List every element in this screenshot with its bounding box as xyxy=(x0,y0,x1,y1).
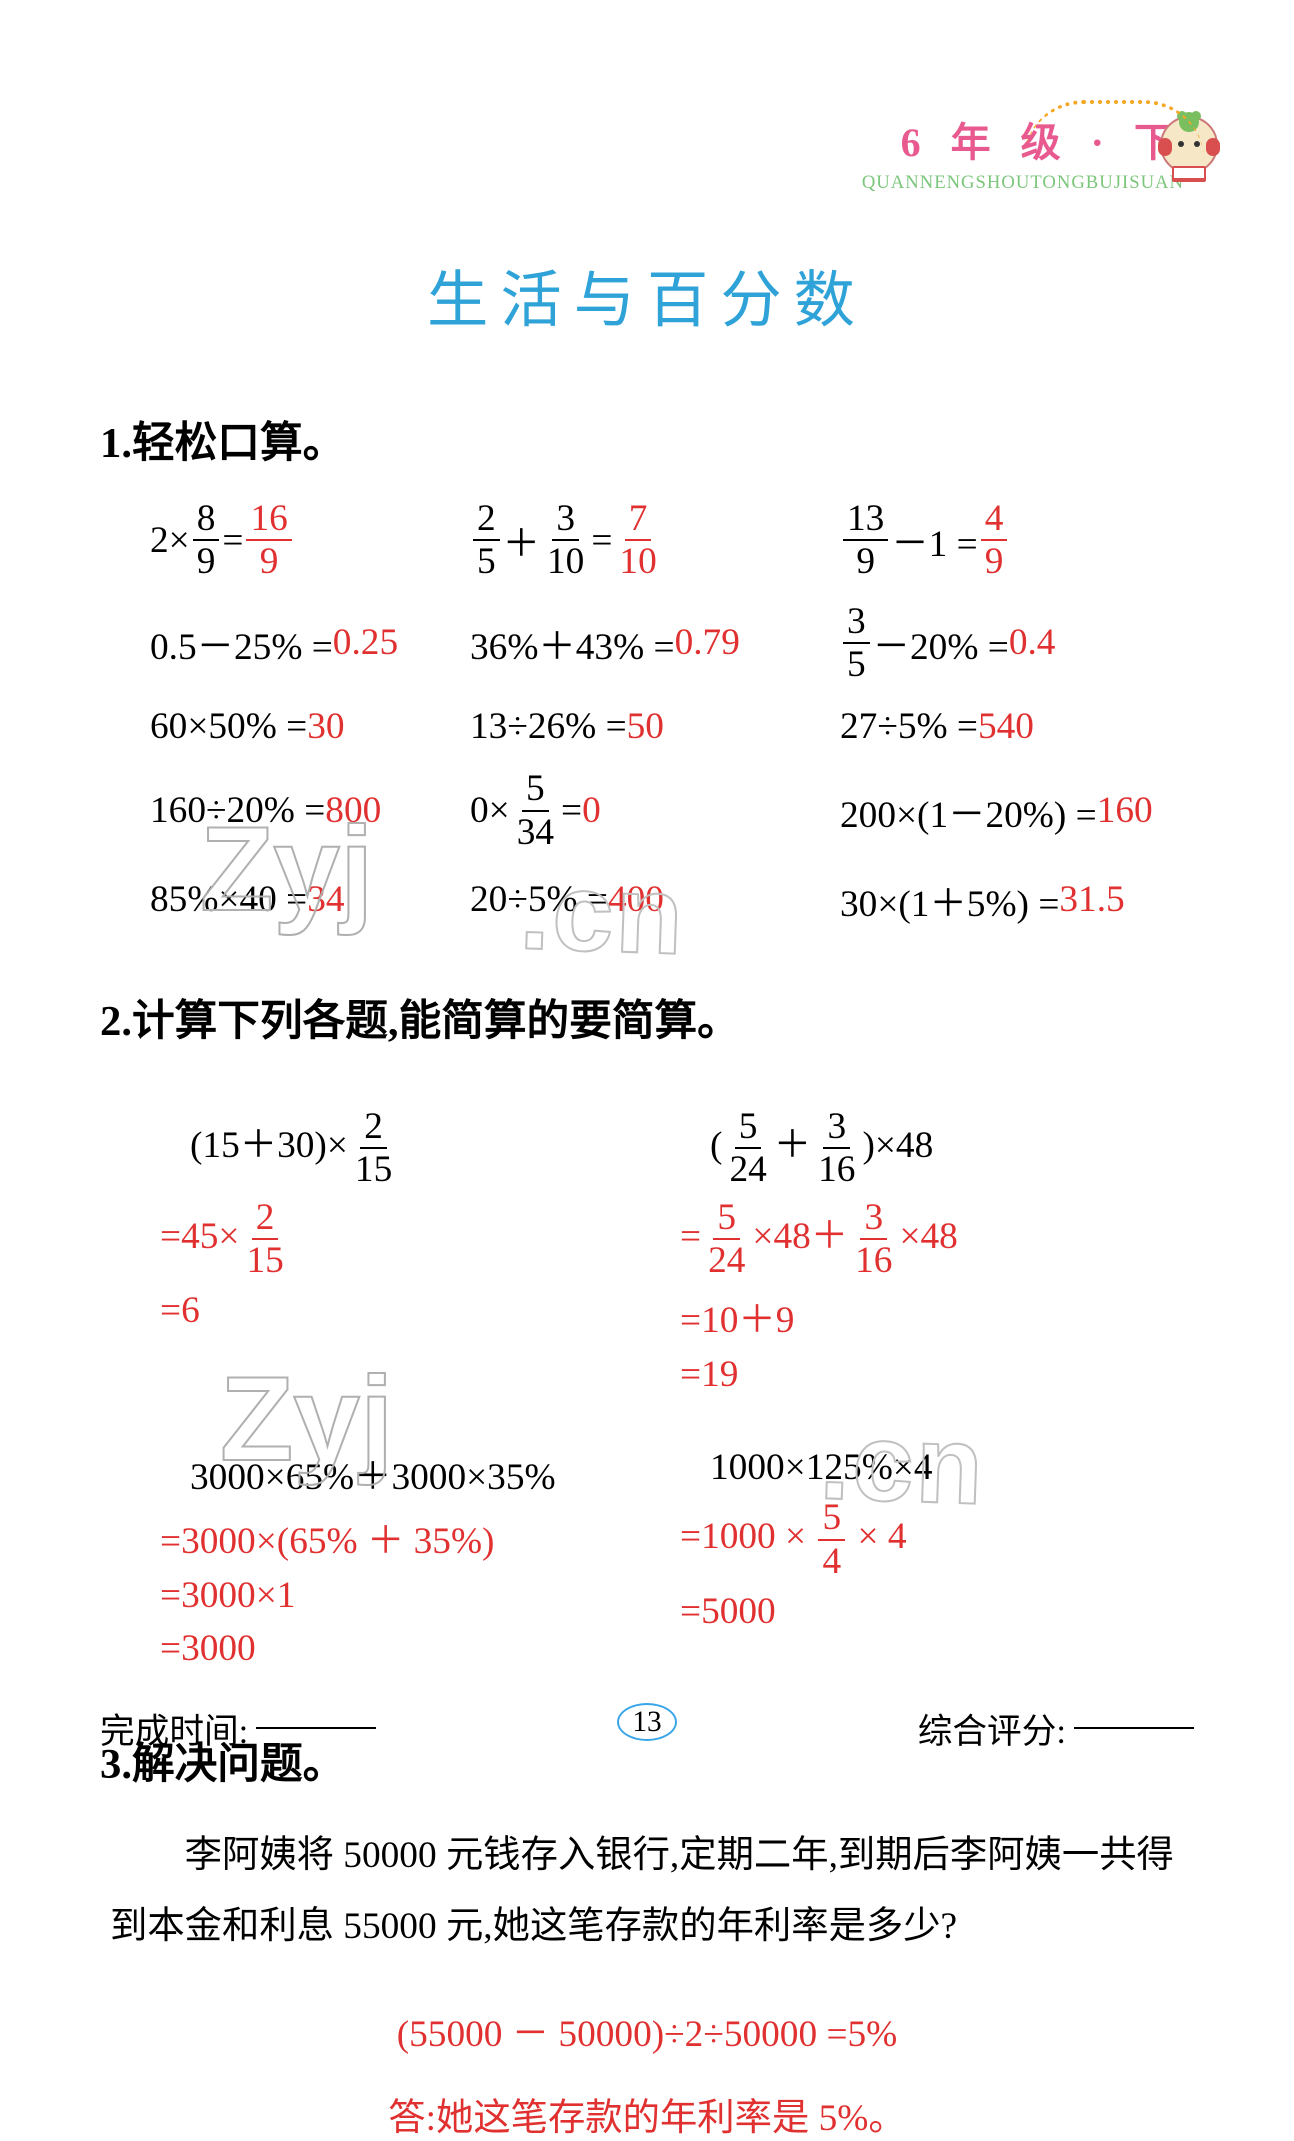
problem-right: 1000×125%×4 =1000 × 54 × 4 =5000 xyxy=(620,1446,1120,1670)
math-cell: 36%＋43% =0.79 xyxy=(470,603,840,684)
page-number-badge: 13 xyxy=(612,1703,682,1753)
word-problem-text: 李阿姨将 50000 元钱存入银行,定期二年,到期后李阿姨一共得到本金和利息 5… xyxy=(100,1821,1194,1963)
math-cell: 13÷26% =50 xyxy=(470,705,840,748)
problem-pair: (15＋30)×215 =45×215 =6 (524＋316)×48 =524×48＋… xyxy=(100,1108,1194,1396)
problem-right: (524＋316)×48 =524×48＋316×48 =10＋9 =19 xyxy=(620,1108,1120,1396)
math-cell: 200×(1－20%) =160 xyxy=(840,770,1190,851)
math-cell: 85%×40 =34 xyxy=(100,873,470,927)
word-problem-answer: 答:她这笔存款的年利率是 5%。 xyxy=(100,2087,1194,2141)
math-cell: 25＋310 =710 xyxy=(470,500,840,581)
header-subtitle: QUANNENGSHOUTONGBUJISUAN xyxy=(862,172,1184,194)
work-step: =3000×(65% ＋ 35%) xyxy=(160,1510,620,1564)
page-title: 生活与百分数 xyxy=(100,250,1194,339)
score-blank xyxy=(1074,1727,1194,1729)
math-cell: 30×(1＋5%) = 31.5 xyxy=(840,873,1190,927)
problem-expression: 1000×125%×4 xyxy=(680,1446,1120,1489)
math-cell: 60×50% =30 xyxy=(100,705,470,748)
problem-left: 3000×65%＋3000×35% =3000×(65% ＋ 35%) =3000×… xyxy=(100,1446,620,1670)
problem-expression: (524＋316)×48 xyxy=(680,1108,1120,1189)
mental-math-grid: 2×89 =16925＋310 =710139－1 =49 0.5－25% =0.… xyxy=(100,500,1194,927)
completion-time-blank xyxy=(256,1727,376,1729)
math-cell: 0.5－25% =0.25 xyxy=(100,603,470,684)
mascot-icon xyxy=(1144,100,1234,190)
problem-pair: 3000×65%＋3000×35% =3000×(65% ＋ 35%) =3000×… xyxy=(100,1446,1194,1670)
math-row: 160÷20% =8000×534 =0200×(1－20%) =160 xyxy=(100,770,1194,851)
work-step: =524×48＋316×48 xyxy=(680,1199,1120,1280)
math-cell: 27÷5% = 540 xyxy=(840,705,1190,748)
math-cell: 139－1 =49 xyxy=(840,500,1190,581)
work-step: =1000 × 54 × 4 xyxy=(680,1499,1120,1580)
score-label: 综合评分: xyxy=(918,1703,1066,1753)
math-cell: 35－20% = 0.4 xyxy=(840,603,1190,684)
word-problem-work: (55000 － 50000)÷2÷50000 =5% xyxy=(100,2003,1194,2057)
work-step: =6 xyxy=(160,1289,620,1332)
section-1-title: 1.轻松口算。 xyxy=(100,409,1194,470)
worksheet-page: 6 年 级 · 下 QUANNENGSHOUTONGBUJISUAN 生活与百分… xyxy=(0,0,1294,1833)
work-step: =10＋9 xyxy=(680,1289,1120,1343)
work-step: =19 xyxy=(680,1353,1120,1396)
problem-expression: 3000×65%＋3000×35% xyxy=(160,1446,620,1500)
math-cell: 2×89 =169 xyxy=(100,500,470,581)
work-step: =45×215 xyxy=(160,1199,620,1280)
work-step: =5000 xyxy=(680,1590,1120,1633)
math-cell: 0×534 =0 xyxy=(470,770,840,851)
completion-time-label: 完成时间: xyxy=(100,1703,248,1753)
math-row: 60×50% =3013÷26% =5027÷5% = 540 xyxy=(100,705,1194,748)
work-step: =3000×1 xyxy=(160,1574,620,1617)
math-row: 0.5－25% =0.2536%＋43% =0.7935－20% = 0.4 xyxy=(100,603,1194,684)
page-number: 13 xyxy=(632,1706,661,1739)
page-footer: 完成时间: 13 综合评分: xyxy=(100,1703,1194,1753)
simplify-problems: (15＋30)×215 =45×215 =6 (524＋316)×48 =524×48＋… xyxy=(100,1108,1194,1670)
section-2-title: 2.计算下列各题,能简算的要简算。 xyxy=(100,987,1194,1048)
problem-expression: (15＋30)×215 xyxy=(160,1108,620,1189)
math-row: 2×89 =16925＋310 =710139－1 =49 xyxy=(100,500,1194,581)
work-step: =3000 xyxy=(160,1627,620,1670)
problem-left: (15＋30)×215 =45×215 =6 xyxy=(100,1108,620,1396)
math-row: 85%×40 =3420÷5% =40030×(1＋5%) = 31.5 xyxy=(100,873,1194,927)
math-cell: 20÷5% =400 xyxy=(470,873,840,927)
mascot-arc xyxy=(1024,100,1204,160)
math-cell: 160÷20% =800 xyxy=(100,770,470,851)
